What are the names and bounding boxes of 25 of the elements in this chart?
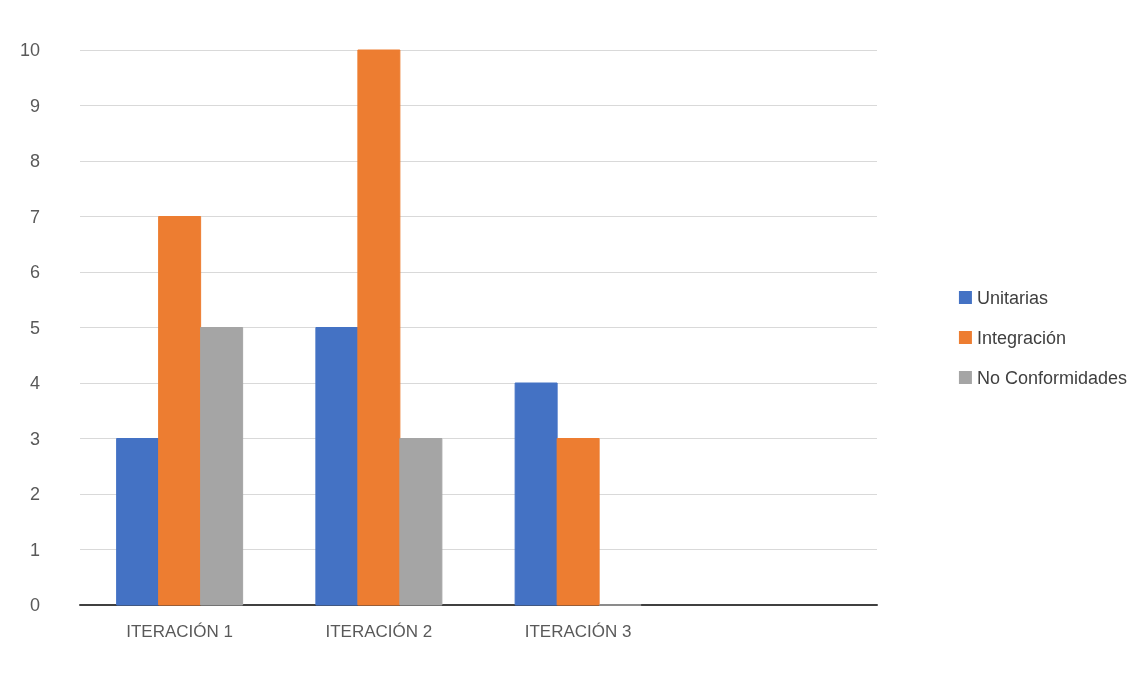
bar [514,382,558,606]
bar [116,438,160,606]
legend-label: No Conformidades [976,367,1127,388]
y-tick-label: 5 [29,317,40,338]
y-tick-label: 3 [29,428,40,449]
x-tick-label: ITERACIÓN 3 [524,622,632,641]
y-tick-label: 9 [29,95,40,116]
y-tick-label: 7 [29,206,40,227]
x-tick-label: ITERACIÓN 2 [325,622,433,641]
bar [556,438,600,606]
y-tick-label: 6 [29,262,40,282]
bar [315,327,359,606]
y-tick-label: 0 [29,595,40,615]
legend-label: Unitarias [976,287,1048,308]
bar [399,438,443,606]
bar [357,49,401,606]
y-tick-label: 10 [19,40,40,60]
bar [200,327,244,606]
y-tick-label: 2 [29,484,40,504]
x-tick-label: ITERACIÓN 1 [126,622,233,641]
y-tick-label: 8 [29,151,40,171]
y-tick-label: 1 [29,539,40,560]
legend-label: Integración [976,327,1066,348]
y-tick-label: 4 [29,373,40,393]
bar [158,216,202,606]
